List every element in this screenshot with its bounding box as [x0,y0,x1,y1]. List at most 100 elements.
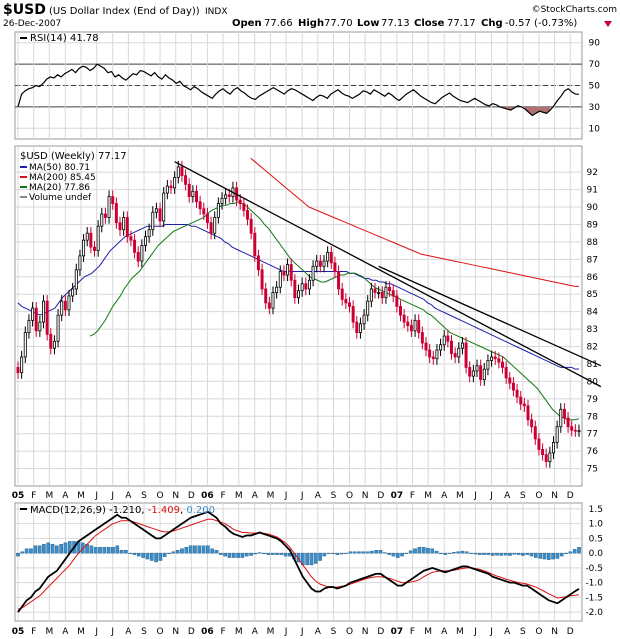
price-candle-body [555,426,559,443]
price-legend-label: MA(20) 77.86 [29,183,90,193]
macd-x-tick-label: F [220,627,225,637]
price-candle-body [468,367,472,377]
price-candle-body [413,319,417,332]
chg-label: Chg [481,18,503,29]
macd-x-tick-label: M [235,627,243,637]
macd-histogram-bar [413,548,417,554]
macd-histogram-bar [253,552,258,555]
macd-histogram-bar [63,542,68,554]
macd-x-tick-label: F [31,627,36,637]
price-x-tick-label: F [410,491,415,501]
macd-histogram-bar [102,547,107,554]
chg-value: -0.57 (-0.73%) [505,18,577,29]
price-tick-label: 79 [587,395,599,405]
price-candle-body [577,430,581,433]
price-candle-body [23,332,27,358]
price-tick-label: 84 [587,308,599,318]
price-candle-body [384,286,388,299]
price-candle-body [439,344,443,351]
high-value: 77.70 [324,18,353,29]
price-candle-body [242,203,246,211]
macd-histogram-bar [231,552,236,558]
macd-x-tick-label: O [346,627,353,637]
macd-histogram-bar [529,552,534,557]
price-x-tick-label: M [267,491,275,501]
macd-x-tick-label: A [315,627,322,637]
price-tick-label: 92 [587,168,598,178]
quote-date: 26-Dec-2007 [3,19,61,29]
price-candle-body [501,361,504,368]
macd-histogram-bar [464,551,469,554]
macd-histogram-bar [443,552,448,555]
ma50-line [17,223,580,370]
macd-histogram-bar [171,551,176,554]
macd-histogram-bar [577,547,581,554]
macd-tick-label: -1.0 [585,579,603,589]
price-candle-body [140,244,144,262]
price-x-tick-label: A [504,491,511,501]
price-candle-body [165,185,169,194]
macd-tick-label: 1.5 [589,505,603,515]
macd-legend-part: , [141,505,147,516]
price-x-tick-label: M [77,491,85,501]
macd-x-tick-label: N [362,627,369,637]
macd-histogram-bar [339,552,344,555]
price-candle-body [566,417,570,428]
price-candle-body [249,218,253,234]
price-candle-body [173,176,177,189]
price-title: $USD (Weekly) 77.17 [20,151,127,162]
macd-histogram-bar [499,552,504,556]
price-x-tick-label: J [473,491,477,501]
price-candle-body [304,283,308,290]
price-candle-body [89,232,93,248]
price-candle-body [133,239,137,253]
macd-x-tick-label: D [188,627,195,637]
price-x-tick-label: F [220,491,225,501]
price-candle-body [278,271,282,288]
price-candle-body [169,185,173,189]
price-x-tick-label: 06 [201,491,214,501]
price-x-tick-label: S [520,491,526,501]
macd-histogram-bar [318,552,322,561]
price-candle-body [318,260,322,267]
price-candle-body [63,300,67,311]
price-candle-body [275,286,279,293]
macd-histogram-bar [348,551,353,554]
macd-histogram-bar [391,552,396,557]
price-x-tick-label: A [315,491,322,501]
price-candle-body [38,321,42,332]
price-candle-body [315,260,319,267]
macd-histogram-bar [33,545,38,554]
rsi-tick-label: 10 [589,124,601,134]
chg-down-arrow-icon [604,21,612,27]
macd-histogram-bar [404,552,409,554]
price-trendline [174,161,602,388]
price-candle-body [187,183,191,197]
macd-histogram-bar [37,545,42,554]
rsi-legend-label: RSI(14) 41.78 [30,33,99,44]
macd-histogram-bar [98,547,102,554]
price-x-tick-label: N [551,491,558,501]
watermark: ©StockCharts.com [532,5,617,15]
price-candle-body [82,239,86,257]
macd-x-tick-label: A [504,627,511,637]
price-x-tick-label: D [567,491,574,501]
price-candle-body [322,260,326,267]
price-candle-body [450,340,453,354]
macd-histogram-bar [89,545,94,554]
macd-histogram-bar [201,545,206,554]
price-x-tick-label: J [489,491,493,501]
macd-histogram-bar [572,549,577,554]
price-tick-label: 80 [587,377,599,387]
macd-histogram-bar [80,542,85,554]
price-candle-body [67,295,71,311]
price-candle-body [205,213,209,224]
macd-histogram-bar [197,545,202,554]
price-x-tick-label: A [62,491,69,501]
price-candle-body [256,255,260,271]
macd-histogram-bar [551,552,555,560]
macd-x-tick-label: M [424,627,432,637]
price-candle-body [20,356,24,374]
macd-histogram-bar [430,548,435,554]
price-candle-body [399,306,402,316]
